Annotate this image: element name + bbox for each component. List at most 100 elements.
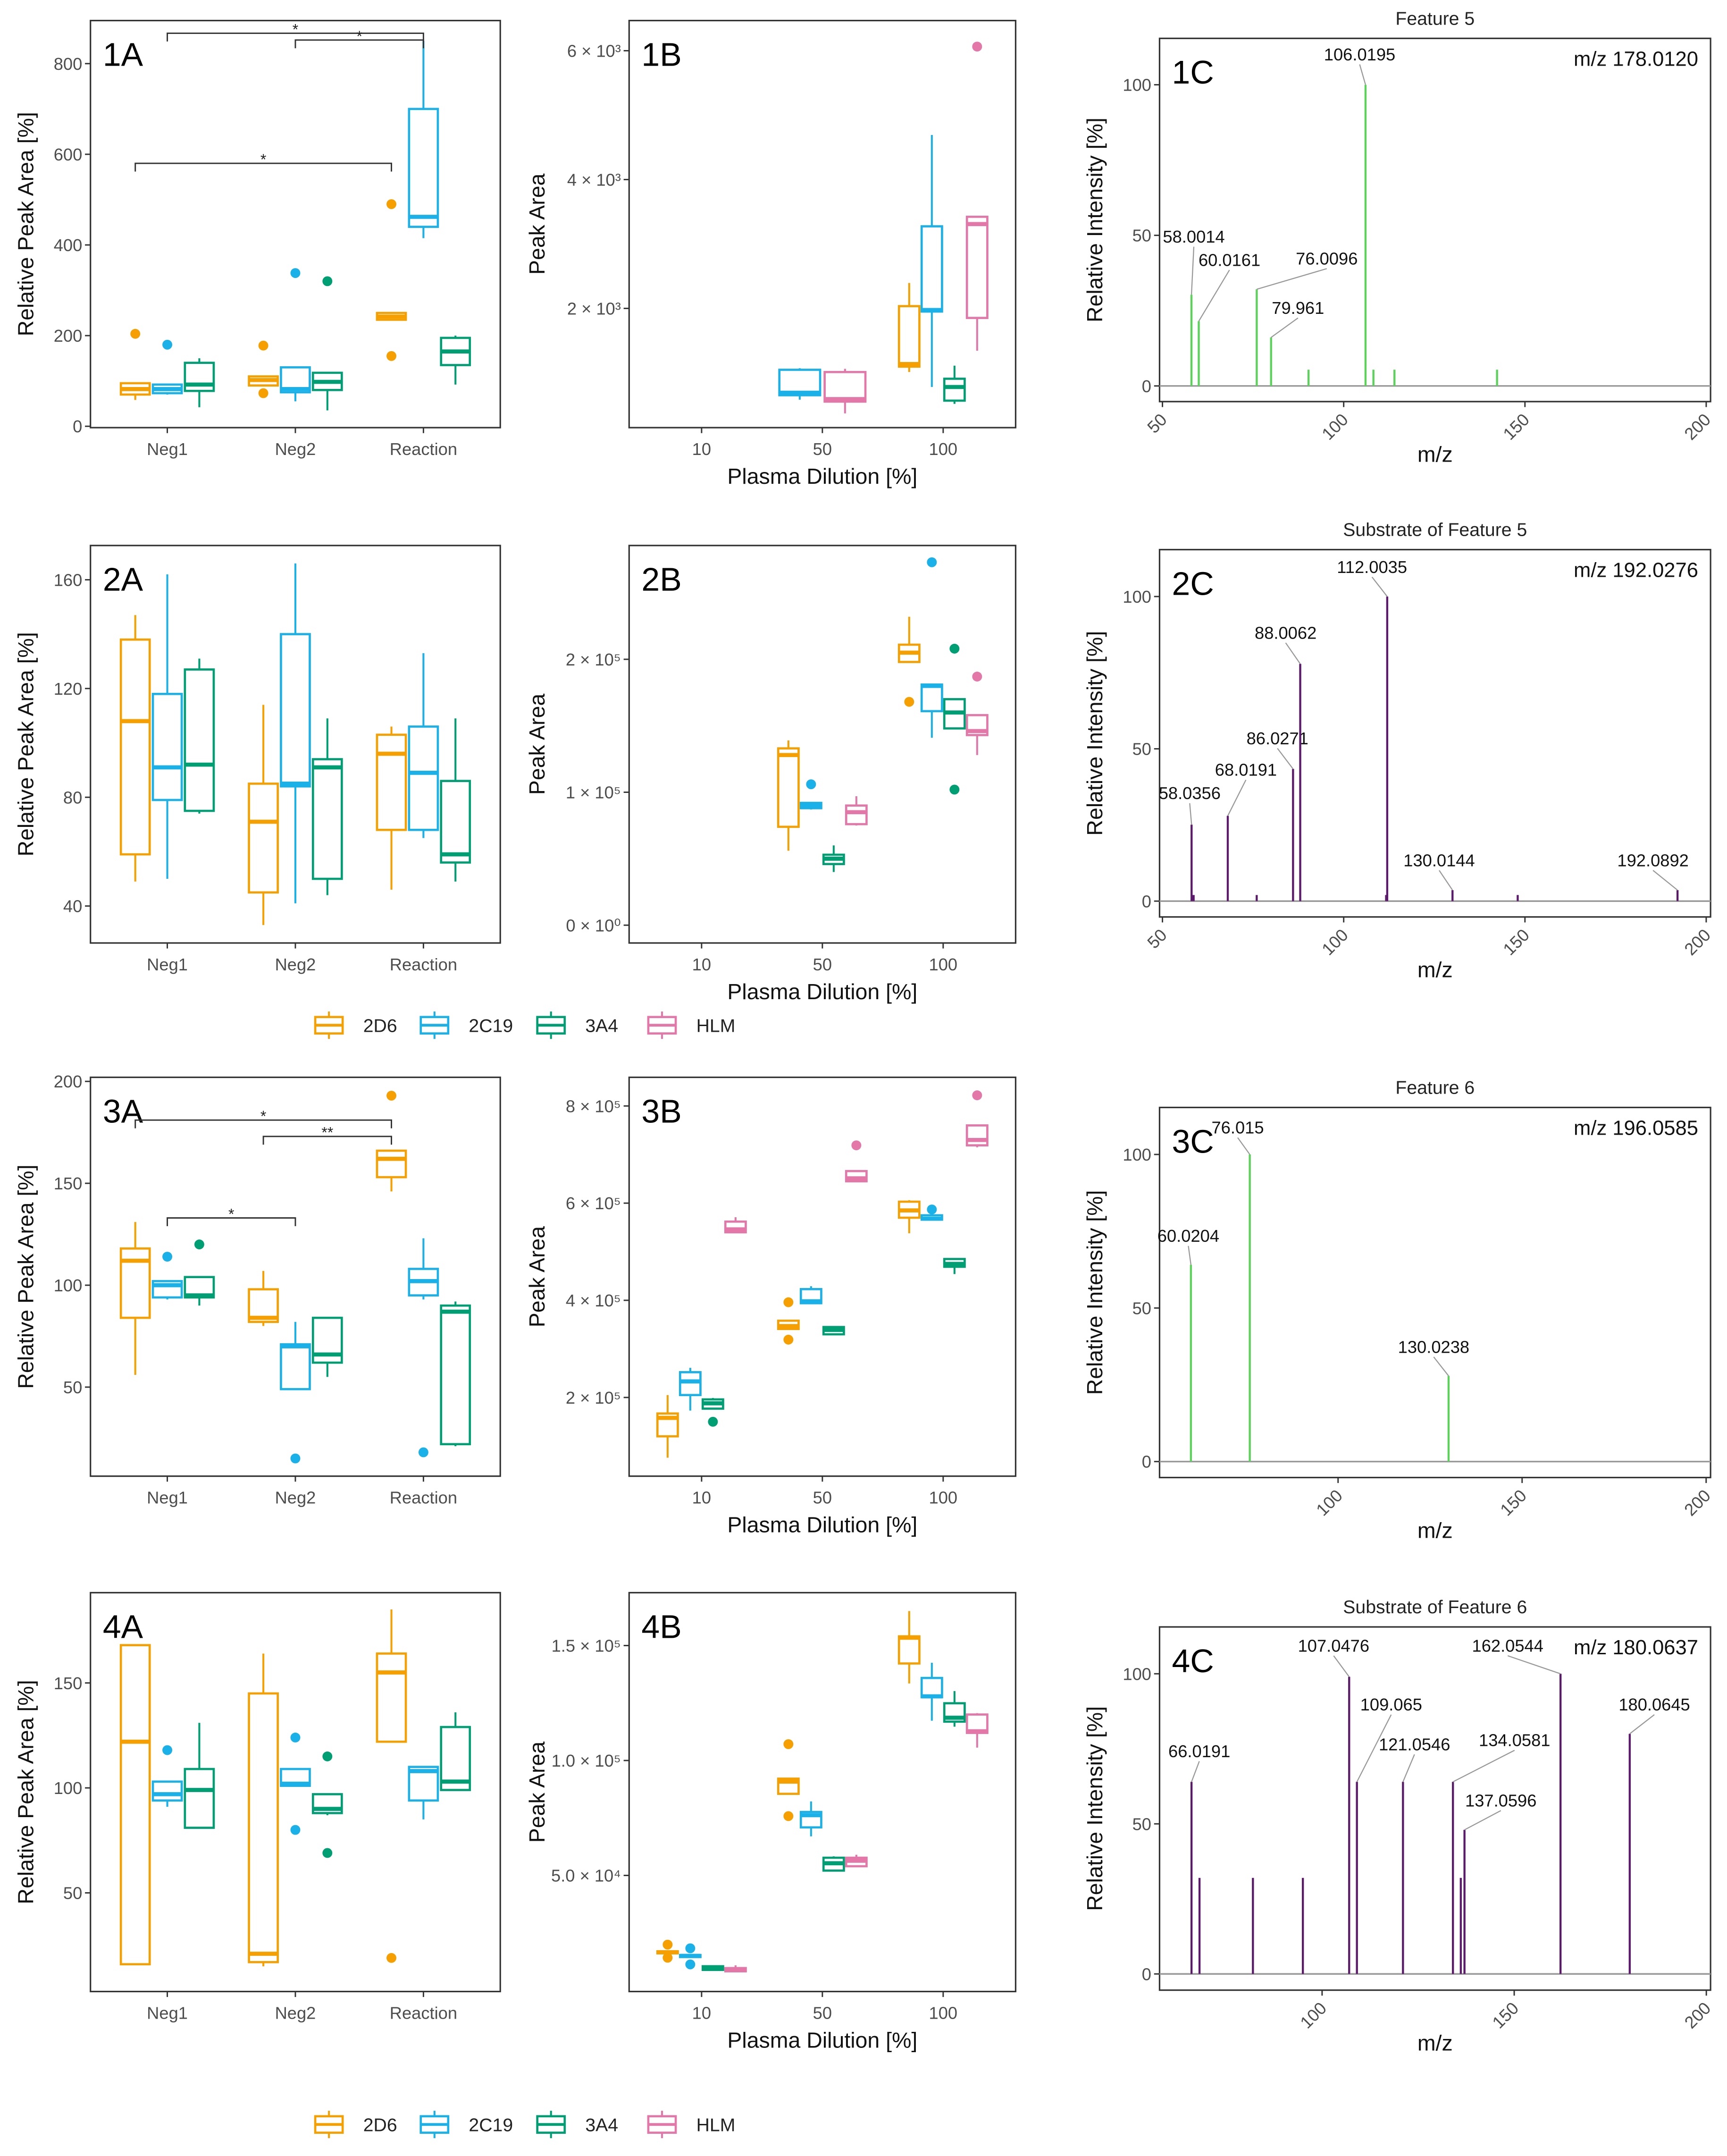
x-tick-label: 50	[813, 439, 832, 459]
plot-frame	[628, 19, 1017, 429]
y-axis-title: Peak Area	[525, 694, 549, 795]
outlier-point	[386, 1953, 396, 1963]
box-2d6-50	[777, 1297, 800, 1345]
y-tick-label: 150	[54, 1174, 83, 1193]
box-2d6-neg1	[119, 328, 151, 400]
x-axis-title: Plasma Dilution [%]	[727, 464, 917, 488]
y-tick-label: 100	[1123, 76, 1151, 95]
outlier-point	[783, 1334, 794, 1345]
x-axis-title: m/z	[1417, 1518, 1453, 1542]
significance-bracket	[134, 162, 392, 172]
x-tick-label: 150	[1488, 1998, 1522, 2032]
y-axis-title: Relative Peak Area [%]	[13, 632, 38, 856]
x-tick-label: 100	[1318, 925, 1352, 959]
y-tick-label: 400	[54, 236, 83, 255]
y-tick-label: 1 × 10⁵	[566, 783, 621, 802]
peak-label: 137.0596	[1465, 1791, 1536, 1810]
peak-label: 130.0238	[1398, 1337, 1469, 1356]
legend-label: 3A4	[585, 1016, 618, 1036]
box-3a4-100	[943, 365, 966, 404]
box-3a4-reaction	[440, 1712, 471, 1791]
outlier-point	[290, 1453, 301, 1464]
y-tick-label: 100	[54, 1276, 83, 1295]
peak-label-leader	[1198, 270, 1230, 322]
peak-label-leader	[1464, 1810, 1501, 1831]
panel-2a: 40 80 120 160 Relative Peak Area [%] 2A Neg1 Ne…	[13, 545, 501, 974]
legend-item-2d6: 2D6	[314, 2111, 397, 2139]
y-axis-title: Peak Area	[525, 1226, 549, 1328]
peak-label: 60.0161	[1199, 250, 1260, 270]
peak-label-leader	[1189, 803, 1192, 825]
box-hlm-100	[965, 42, 989, 351]
significance-bracket	[167, 33, 424, 42]
legend-bottom: 2D6 2C19 3A4 HLM	[314, 2111, 735, 2139]
outlier-point	[162, 339, 173, 350]
y-tick-label: 2 × 10⁵	[566, 1388, 621, 1407]
box-2c19-100	[920, 1663, 943, 1721]
outlier-point	[130, 328, 141, 339]
box-iqr	[823, 371, 867, 403]
legend-item-2d6: 2D6	[314, 1011, 397, 1039]
y-tick-label: 800	[54, 54, 83, 74]
y-axis-title: Peak Area	[525, 173, 549, 275]
peak-label: 130.0144	[1403, 851, 1475, 870]
peak-label-leader	[1333, 1655, 1350, 1677]
box-2d6-100	[897, 1611, 921, 1684]
x-tick-label: Neg1	[147, 1488, 188, 1508]
box-iqr	[440, 1726, 471, 1791]
x-tick-label: 100	[1296, 1998, 1330, 2032]
box-iqr	[845, 804, 868, 825]
box-3a4-100	[943, 1258, 966, 1274]
box-iqr	[920, 683, 943, 713]
outlier-point	[806, 779, 816, 790]
box-3a4-100	[943, 643, 966, 795]
panel-3a: 50 100 150 200 Relative Peak Area [%] 3A Neg1 N…	[13, 1072, 501, 1508]
box-iqr	[920, 225, 943, 313]
outlier-point	[322, 1751, 333, 1761]
outlier-point	[386, 1090, 396, 1101]
outlier-point	[194, 1239, 204, 1250]
box-iqr	[376, 733, 407, 831]
x-tick-label: 50	[813, 955, 832, 974]
box-iqr	[151, 692, 183, 801]
y-tick-label: 2 × 10³	[567, 299, 621, 318]
outlier-point	[783, 1739, 794, 1749]
peak-label: 58.0356	[1159, 783, 1221, 803]
significance-bracket	[167, 1217, 296, 1226]
peak-label: 121.0546	[1379, 1735, 1450, 1754]
y-tick-label: 40	[63, 897, 82, 916]
outlier-point	[972, 672, 982, 682]
peak-label: 79.961	[1272, 298, 1324, 318]
panel-label: 4B	[641, 1608, 681, 1645]
box-iqr	[184, 668, 215, 812]
y-tick-label: 100	[54, 1778, 83, 1798]
peak-label: 60.0204	[1157, 1226, 1219, 1246]
y-tick-label: 160	[54, 570, 83, 590]
legend-label: HLM	[696, 1016, 736, 1036]
y-tick-label: 0	[1142, 1964, 1151, 1984]
box-3a4-10	[701, 1398, 724, 1427]
box-hlm-100	[965, 1090, 989, 1147]
y-tick-label: 600	[54, 145, 83, 164]
outlier-point	[162, 1252, 173, 1262]
outlier-point	[927, 557, 937, 567]
legend-top: 2D6 2C19 3A4 HLM	[314, 1011, 736, 1039]
legend-label: 3A4	[585, 2115, 618, 2136]
box-3a4-50	[822, 1326, 845, 1336]
box-2c19-50	[799, 1801, 822, 1836]
box-hlm-10	[724, 1965, 747, 1972]
x-tick-label: Reaction	[390, 439, 457, 459]
peak-label: 58.0014	[1163, 227, 1224, 246]
y-tick-label: 0	[1142, 377, 1151, 396]
plot-frame	[628, 1076, 1017, 1477]
box-iqr	[943, 378, 966, 402]
box-hlm-10	[724, 1217, 747, 1234]
outlier-point	[685, 1943, 696, 1954]
x-tick-label: 10	[692, 1488, 711, 1508]
peak-label: 68.0191	[1215, 760, 1277, 780]
peak-label: 106.0195	[1324, 45, 1395, 64]
box-2d6-reaction	[376, 1090, 407, 1192]
peak-label-leader	[1452, 1750, 1515, 1783]
panel-3b: 2 × 10⁵ 4 × 10⁵ 6 × 10⁵ 8 × 10⁵ Peak Area 3B 1…	[525, 1076, 1017, 1537]
